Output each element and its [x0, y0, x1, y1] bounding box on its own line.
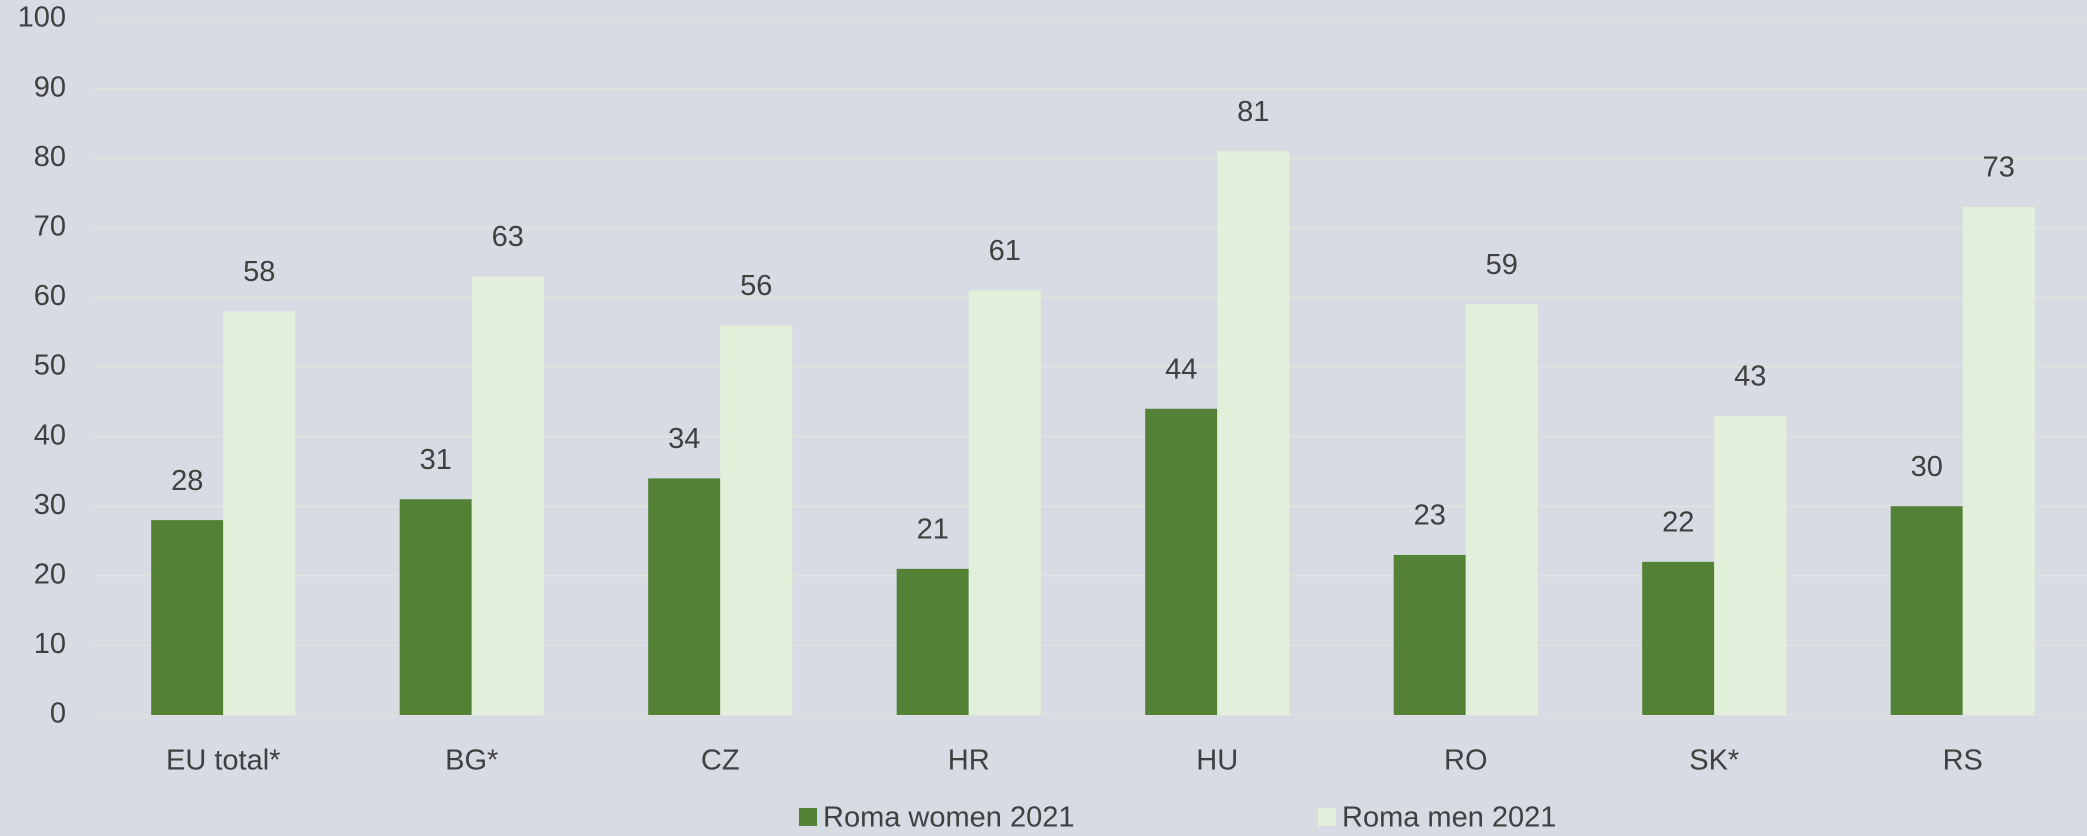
data-label: 43 — [1734, 360, 1766, 392]
y-tick-label: 100 — [18, 2, 66, 34]
bar — [1465, 304, 1538, 715]
x-tick-label: HR — [948, 745, 990, 777]
data-label: 61 — [989, 235, 1021, 267]
bar — [471, 276, 544, 715]
y-tick-label: 30 — [34, 489, 66, 521]
y-tick-label: 60 — [34, 280, 66, 312]
data-label: 73 — [1983, 152, 2015, 184]
x-tick-label: BG* — [445, 745, 498, 777]
legend-label: Roma men 2021 — [1342, 802, 1556, 834]
legend-swatch — [799, 808, 817, 826]
bar — [223, 311, 296, 715]
x-tick-label: EU total* — [166, 745, 280, 777]
bar — [1714, 415, 1787, 715]
bar — [968, 290, 1041, 715]
x-tick-label: RO — [1444, 745, 1488, 777]
y-tick-label: 0 — [50, 698, 66, 730]
x-tick-label: SK* — [1689, 745, 1739, 777]
legend-swatch — [1318, 808, 1336, 826]
data-label: 81 — [1237, 96, 1269, 128]
bar — [1642, 561, 1715, 715]
data-label: 63 — [492, 221, 524, 253]
data-label: 56 — [740, 270, 772, 302]
y-tick-label: 40 — [34, 419, 66, 451]
bar — [1890, 506, 1963, 715]
y-tick-label: 90 — [34, 71, 66, 103]
bar — [648, 478, 721, 715]
x-tick-label: CZ — [701, 745, 740, 777]
data-label: 44 — [1165, 353, 1197, 385]
data-label: 58 — [243, 256, 275, 288]
y-tick-label: 50 — [34, 350, 66, 382]
data-label: 28 — [171, 465, 203, 497]
bar — [1145, 408, 1218, 715]
x-tick-label: HU — [1196, 745, 1238, 777]
bar — [399, 499, 472, 715]
bar — [1393, 554, 1466, 715]
data-label: 59 — [1486, 249, 1518, 281]
data-label: 34 — [668, 423, 700, 455]
data-label: 31 — [420, 444, 452, 476]
bar — [896, 568, 969, 715]
legend-label: Roma women 2021 — [823, 802, 1074, 834]
bar — [1217, 151, 1290, 716]
data-label: 30 — [1911, 451, 1943, 483]
y-tick-label: 80 — [34, 141, 66, 173]
data-label: 21 — [917, 513, 949, 545]
data-label: 22 — [1662, 507, 1694, 539]
y-tick-label: 10 — [34, 628, 66, 660]
y-tick-label: 20 — [34, 558, 66, 590]
data-label: 23 — [1414, 500, 1446, 532]
x-tick-label: RS — [1943, 745, 1983, 777]
y-tick-label: 70 — [34, 210, 66, 242]
bar — [720, 325, 793, 715]
bar — [151, 520, 224, 715]
bar — [1962, 206, 2035, 716]
